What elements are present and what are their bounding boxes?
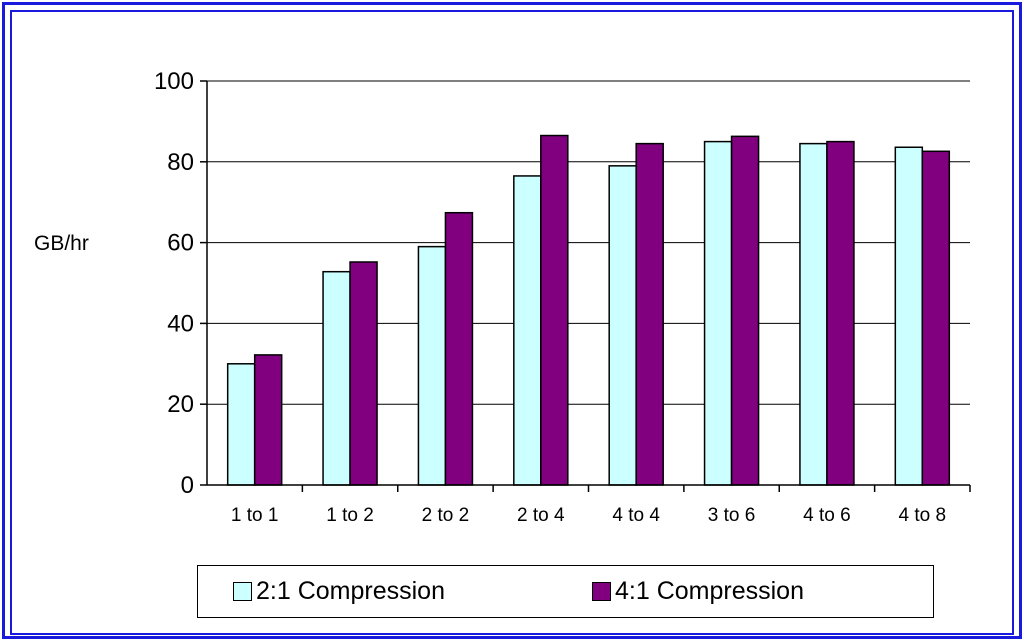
bar-series-2-2 bbox=[444, 211, 474, 486]
legend-label-series-1: 2:1 Compression bbox=[256, 577, 445, 605]
x-tick-label-0: 1 to 1 bbox=[231, 505, 279, 526]
bar-series-2-0 bbox=[253, 354, 283, 486]
bar-series-1-2 bbox=[417, 245, 447, 486]
bar-series-2-7 bbox=[921, 150, 951, 486]
x-tick-labels: 1 to 1 1 to 2 2 to 2 2 to 4 4 to 4 3 to 6 4 to… bbox=[231, 505, 946, 526]
legend-label-series-2: 4:1 Compression bbox=[615, 577, 804, 605]
bar-series-1-7 bbox=[894, 146, 924, 486]
x-tick-label-6: 4 to 6 bbox=[803, 505, 851, 526]
bar-series-1-6 bbox=[799, 142, 828, 486]
y-tick-label-3: 60 bbox=[167, 230, 194, 257]
legend-item-series-1: 2:1 Compression bbox=[233, 566, 445, 617]
inner-frame bbox=[10, 10, 1014, 635]
legend: 2:1 Compression 4:1 Compression bbox=[197, 565, 934, 618]
bar-series-1-5 bbox=[703, 140, 733, 486]
x-tick-label-7: 4 to 8 bbox=[899, 505, 947, 526]
bar-series-2-5 bbox=[730, 135, 760, 486]
bar-series-1-0 bbox=[226, 363, 256, 486]
axes bbox=[206, 81, 971, 492]
y-tick-label-4: 80 bbox=[167, 149, 194, 176]
x-tick-label-3: 2 to 4 bbox=[517, 505, 565, 526]
bar-series-1-4 bbox=[608, 165, 637, 486]
y-tick-label-0: 0 bbox=[181, 472, 194, 499]
x-tick-label-2: 2 to 2 bbox=[422, 505, 470, 526]
y-tick-labels: 0 20 40 60 80 100 bbox=[154, 68, 194, 499]
bar-series-2-1 bbox=[349, 261, 378, 486]
bar-series-2-6 bbox=[826, 140, 855, 486]
y-tick-label-2: 40 bbox=[167, 310, 194, 337]
x-tick-label-4: 4 to 4 bbox=[612, 505, 660, 526]
bar-series-2-3 bbox=[540, 134, 569, 486]
bars bbox=[226, 134, 951, 486]
y-tick-label-1: 20 bbox=[167, 391, 194, 418]
legend-item-series-2: 4:1 Compression bbox=[592, 566, 804, 617]
x-tick-label-5: 3 to 6 bbox=[708, 505, 756, 526]
x-tick-label-1: 1 to 2 bbox=[326, 505, 374, 526]
legend-swatch-series-2 bbox=[592, 582, 611, 601]
bar-series-1-3 bbox=[513, 175, 542, 486]
bar-series-1-1 bbox=[322, 270, 351, 486]
y-tick-label-5: 100 bbox=[154, 68, 194, 95]
y-axis-label: GB/hr bbox=[34, 232, 89, 255]
bar-series-2-4 bbox=[635, 142, 664, 486]
legend-swatch-series-1 bbox=[233, 582, 252, 601]
